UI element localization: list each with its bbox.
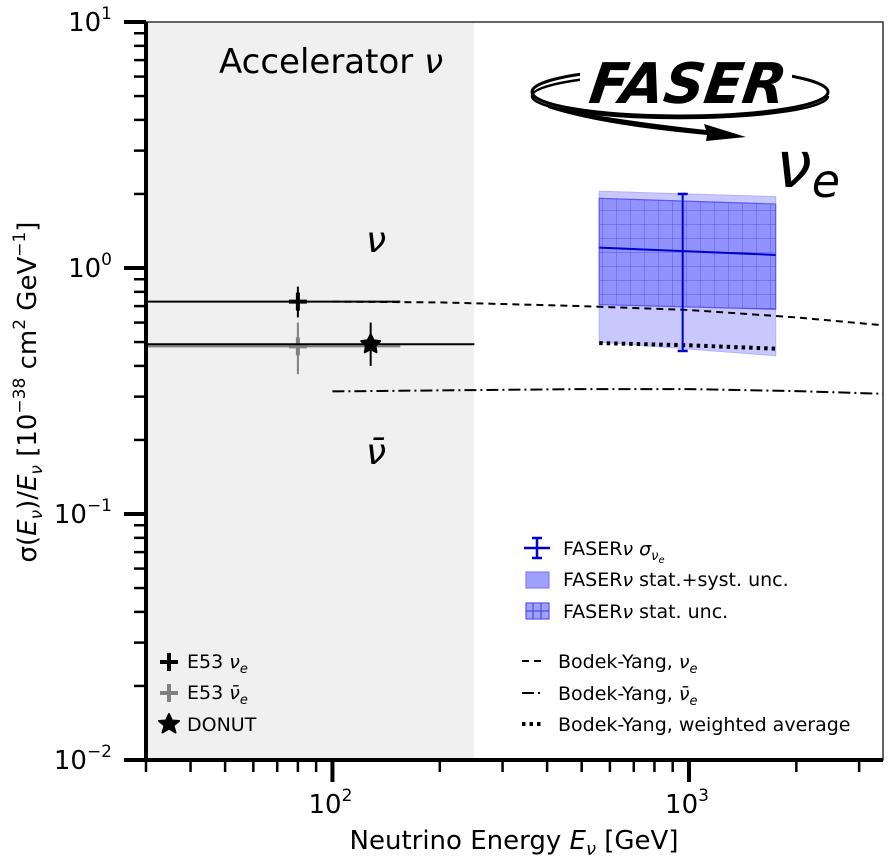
nu-annotation: ν: [366, 220, 386, 261]
faser-nue-point: [599, 192, 776, 353]
legend-faser-point-marker: [524, 536, 550, 560]
bodek-yang-nuebar-curve: [332, 388, 883, 395]
x-tick-label: 102: [308, 786, 352, 820]
y-tick-label: 10−1: [54, 496, 112, 530]
legend-stat-syst-label: FASERν stat.+syst. unc.: [563, 569, 789, 591]
legend-donut-marker: [158, 713, 180, 734]
legend-e53-nuebar-marker: [160, 684, 178, 702]
legend-stat-swatch: [525, 602, 550, 620]
e53-nuebar-point: [146, 322, 401, 375]
nubar-annotation: ν̄: [366, 432, 386, 473]
legend-donut-label: DONUT: [187, 714, 257, 736]
donut-point-marker: [360, 333, 382, 354]
nue-annotation: νe: [776, 129, 840, 208]
legend-by-nue-label: Bodek-Yang, νe: [558, 651, 697, 677]
legend-by-weighted-label: Bodek-Yang, weighted average: [558, 714, 850, 736]
faser-logo-text: FASER: [586, 52, 791, 117]
accelerator-label: Accelerator ν: [219, 42, 443, 82]
x-axis-title: Neutrino Energy Eν [GeV]: [350, 826, 679, 860]
legend-right: FASERν σνe FASERν stat.+syst. unc. FASER…: [522, 536, 850, 736]
y-axis-title: σ(Eν)/Eν [10−38 cm2 GeV−1]: [10, 222, 47, 563]
legend-e53-nuebar-label: E53 ν̄e: [187, 682, 248, 708]
legend-stat-label: FASERν stat. unc.: [563, 601, 728, 623]
legend-left: E53 νe E53 ν̄e DONUT: [158, 651, 257, 736]
accelerator-region-shading: [146, 22, 475, 760]
faser-central-line: [599, 246, 776, 256]
donut-point: [146, 322, 475, 366]
e53-nue-point: [146, 286, 401, 318]
bodek-yang-nue-curve: [332, 300, 883, 327]
y-tick-label: 100: [68, 250, 112, 284]
legend-e53-nue-label: E53 νe: [187, 651, 248, 677]
y-tick-label: 101: [68, 4, 112, 38]
x-tick-label: 103: [665, 786, 709, 820]
y-tick-label: 10−2: [54, 742, 112, 776]
legend-stat-syst-swatch: [525, 571, 550, 589]
legend-e53-nue-marker: [160, 653, 178, 671]
legend-by-nuebar-label: Bodek-Yang, ν̄e: [558, 683, 697, 709]
legend-faser-point-label: FASERν σνe: [563, 538, 665, 566]
faser-stat-band-hatch: [599, 198, 776, 310]
faser-logo: FASER: [530, 52, 830, 141]
